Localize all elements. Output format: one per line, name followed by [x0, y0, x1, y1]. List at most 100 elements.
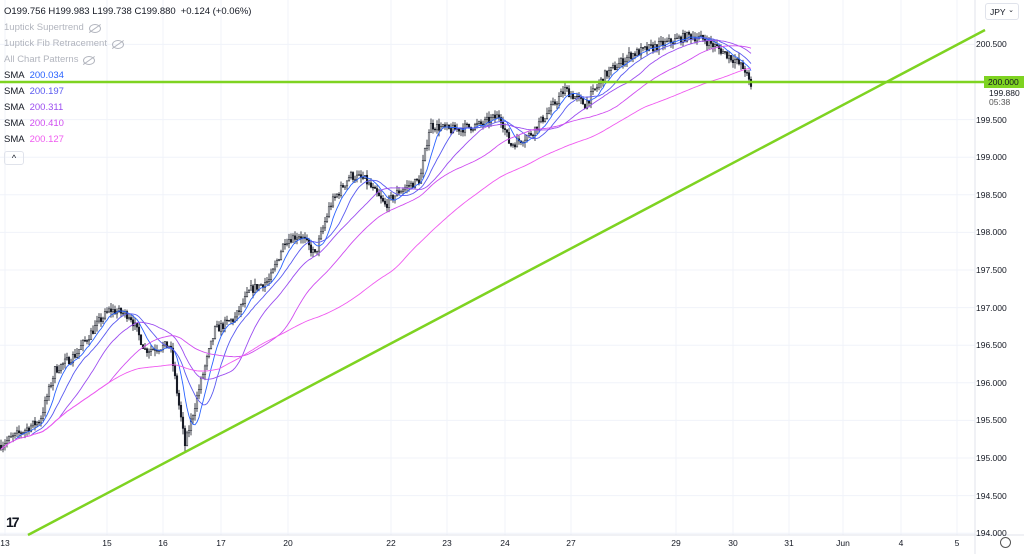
candle-body: [485, 116, 489, 120]
tradingview-logo[interactable]: 17: [6, 514, 20, 530]
sma-legend-4[interactable]: SMA 200.127: [4, 132, 251, 148]
candle-body: [557, 96, 561, 104]
settings-icon[interactable]: [1000, 537, 1011, 548]
candle-body: [513, 144, 517, 148]
candle-body: [383, 200, 387, 205]
candle-body: [735, 58, 739, 61]
candle-body: [733, 59, 737, 64]
candle-body: [747, 72, 751, 80]
candle-body: [33, 420, 37, 426]
candle-body: [195, 395, 199, 409]
candle-body: [397, 190, 401, 194]
candle-body: [481, 123, 485, 126]
candle-body: [611, 65, 615, 68]
candle-body: [567, 88, 571, 98]
price-tick: 196.500: [976, 340, 1007, 351]
candle-body: [719, 48, 723, 54]
candle-body: [595, 86, 599, 90]
candle-body: [223, 319, 227, 329]
candle-body: [449, 128, 453, 134]
candle-body: [65, 357, 69, 360]
price-tick: 198.000: [976, 227, 1007, 238]
sma-legend-0[interactable]: SMA 200.034: [4, 68, 251, 84]
price-tick: 199.000: [976, 152, 1007, 163]
candle-body: [545, 113, 549, 119]
indicator-fib[interactable]: 1uptick Fib Retracement: [4, 36, 251, 52]
candle-body: [673, 38, 677, 44]
candle-body: [727, 55, 731, 59]
candle-body: [441, 124, 445, 127]
date-tick: 13: [0, 538, 10, 548]
candle-body: [47, 385, 51, 397]
candle-body: [731, 59, 735, 64]
candle-body: [93, 325, 97, 334]
candle-body: [667, 38, 671, 42]
candle-body: [639, 47, 643, 56]
indicator-patterns[interactable]: All Chart Patterns: [4, 52, 251, 68]
price-tick: 197.000: [976, 302, 1007, 313]
candle-body: [657, 41, 661, 51]
date-tick: 27: [566, 538, 576, 548]
currency-select[interactable]: JPY ⌄: [985, 3, 1019, 20]
candle-body: [605, 70, 609, 77]
candle-body: [177, 392, 181, 406]
eye-off-icon[interactable]: [111, 39, 124, 49]
candle-body: [533, 126, 537, 136]
price-tick: 196.000: [976, 377, 1007, 388]
sma-legend-1[interactable]: SMA 200.197: [4, 84, 251, 100]
candle-body: [27, 427, 31, 432]
candle-body: [9, 436, 13, 438]
candle-body: [705, 40, 709, 46]
eye-off-icon[interactable]: [83, 55, 96, 65]
candle-body: [405, 185, 409, 188]
sma-legend-3[interactable]: SMA 200.410: [4, 116, 251, 132]
date-tick: 5: [954, 538, 960, 548]
candle-body: [555, 103, 559, 105]
candle-body: [317, 238, 321, 252]
candle-body: [419, 172, 423, 184]
sma-value: 200.410: [29, 118, 64, 129]
price-tick: 195.000: [976, 453, 1007, 463]
candle-body: [677, 36, 681, 39]
candle-body: [483, 118, 487, 125]
sma-legend-2[interactable]: SMA 200.311: [4, 100, 251, 116]
indicator-supertrend[interactable]: 1uptick Supertrend: [4, 20, 251, 36]
sma-value: 200.311: [29, 102, 64, 113]
candle-body: [323, 221, 327, 229]
candle-body: [535, 126, 539, 130]
candle-body: [209, 340, 213, 349]
candle-body: [487, 116, 491, 124]
candle-body: [389, 195, 393, 198]
trend-line: [27, 28, 986, 537]
candle-body: [671, 42, 675, 44]
candle-body: [39, 418, 43, 424]
candle-body: [429, 123, 433, 133]
candle-body: [621, 58, 625, 66]
candle-body: [237, 310, 241, 312]
candle-body: [743, 68, 747, 73]
eye-off-icon[interactable]: [88, 23, 101, 33]
candle-body: [181, 416, 185, 429]
candle-body: [203, 365, 207, 375]
candle-body: [187, 430, 191, 434]
candle-body: [385, 203, 389, 208]
candle-body: [489, 117, 493, 124]
candle-body: [493, 114, 497, 119]
candle-body: [45, 396, 49, 401]
sma-line-2: [0, 39, 752, 450]
candle-body: [615, 67, 619, 71]
candle-body: [365, 175, 369, 185]
candle-body: [461, 128, 465, 133]
candle-body: [333, 196, 337, 198]
candle-body: [505, 129, 509, 133]
candle-body: [633, 53, 637, 56]
candle-body: [609, 66, 613, 71]
candle-body: [729, 55, 733, 61]
candle-body: [571, 93, 575, 99]
candle-body: [259, 284, 263, 286]
candle-body: [547, 110, 551, 114]
collapse-legend-button[interactable]: ^: [4, 151, 24, 165]
candle-body: [299, 236, 303, 239]
candle-body: [207, 348, 211, 357]
